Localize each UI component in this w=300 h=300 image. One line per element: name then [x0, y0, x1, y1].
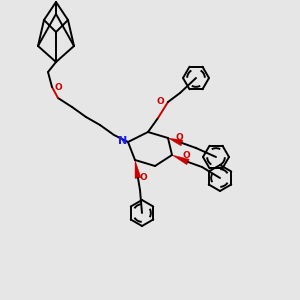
Text: O: O [182, 152, 190, 160]
Polygon shape [168, 138, 183, 146]
Text: N: N [118, 136, 127, 146]
Text: O: O [175, 133, 183, 142]
Text: O: O [139, 173, 147, 182]
Text: O: O [54, 82, 62, 91]
Polygon shape [135, 160, 141, 178]
Polygon shape [172, 155, 189, 165]
Text: O: O [156, 98, 164, 106]
